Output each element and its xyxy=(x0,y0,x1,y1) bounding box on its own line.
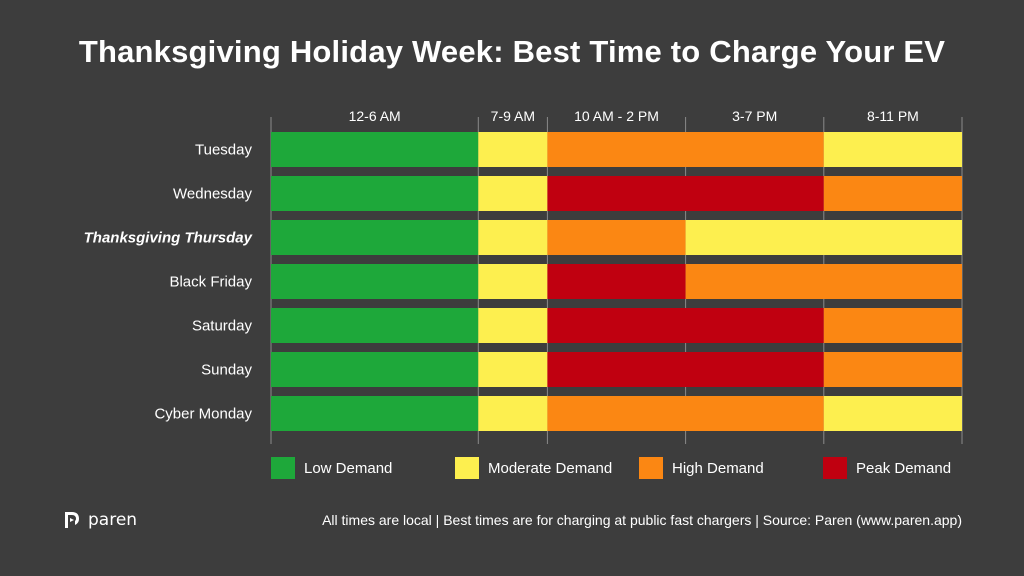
demand-cell-low xyxy=(271,396,479,431)
demand-cell-low xyxy=(271,308,479,343)
row-label: Tuesday xyxy=(195,142,252,159)
column-header: 7-9 AM xyxy=(491,108,535,124)
demand-cell-high xyxy=(547,396,824,431)
legend-swatch-low xyxy=(271,457,295,479)
brand: paren xyxy=(62,510,137,530)
demand-cell-moderate xyxy=(478,396,548,431)
demand-cell-low xyxy=(271,176,479,211)
row-label: Black Friday xyxy=(169,274,252,291)
demand-cell-moderate xyxy=(478,132,548,167)
demand-cell-moderate xyxy=(823,396,962,431)
demand-cell-peak xyxy=(547,176,824,211)
demand-cell-moderate xyxy=(478,220,548,255)
legend-swatch-high xyxy=(639,457,663,479)
row-label: Sunday xyxy=(201,362,252,379)
chart-title: Thanksgiving Holiday Week: Best Time to … xyxy=(78,34,946,69)
legend-label: Peak Demand xyxy=(856,460,951,477)
demand-cell-moderate xyxy=(478,308,548,343)
footer-note: All times are local | Best times are for… xyxy=(322,512,962,528)
paren-logo-icon xyxy=(65,512,79,528)
demand-cell-low xyxy=(271,220,479,255)
demand-cell-low xyxy=(271,264,479,299)
demand-cell-peak xyxy=(547,352,824,387)
row-label: Thanksgiving Thursday xyxy=(84,230,253,247)
demand-cell-moderate xyxy=(478,352,548,387)
demand-cell-high xyxy=(547,132,824,167)
column-header: 10 AM - 2 PM xyxy=(574,108,659,124)
demand-cell-moderate xyxy=(823,132,962,167)
demand-cell-peak xyxy=(547,264,686,299)
demand-cell-high xyxy=(823,308,962,343)
legend-label: Low Demand xyxy=(304,460,392,477)
demand-cell-low xyxy=(271,132,479,167)
demand-cell-high xyxy=(685,264,962,299)
demand-cell-moderate xyxy=(685,220,962,255)
brand-name: paren xyxy=(88,510,138,530)
demand-cell-high xyxy=(823,352,962,387)
demand-cell-moderate xyxy=(478,176,548,211)
legend-swatch-peak xyxy=(823,457,847,479)
demand-cell-moderate xyxy=(478,264,548,299)
column-header: 3-7 PM xyxy=(732,108,777,124)
legend-label: Moderate Demand xyxy=(488,460,612,477)
column-header: 12-6 AM xyxy=(349,108,401,124)
row-label: Saturday xyxy=(192,318,253,335)
demand-cell-high xyxy=(823,176,962,211)
legend-swatch-moderate xyxy=(455,457,479,479)
row-label: Wednesday xyxy=(173,186,252,203)
demand-cell-high xyxy=(547,220,686,255)
demand-cell-low xyxy=(271,352,479,387)
demand-cell-peak xyxy=(547,308,824,343)
row-label: Cyber Monday xyxy=(154,406,252,423)
legend-label: High Demand xyxy=(672,460,764,477)
column-header: 8-11 PM xyxy=(867,108,919,124)
